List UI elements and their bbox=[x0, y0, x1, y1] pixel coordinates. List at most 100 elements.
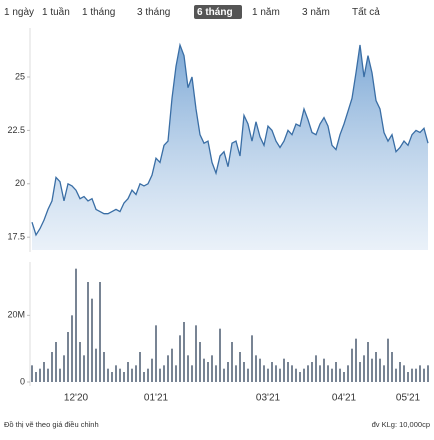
volume-bar bbox=[87, 282, 89, 382]
volume-bar bbox=[363, 355, 365, 382]
volume-bar bbox=[399, 362, 401, 382]
volume-bar bbox=[163, 365, 165, 382]
volume-bar bbox=[107, 368, 109, 382]
volume-bar bbox=[239, 352, 241, 382]
volume-bar bbox=[195, 325, 197, 382]
volume-bar bbox=[423, 368, 425, 382]
range-button[interactable]: 1 ngày bbox=[4, 7, 34, 18]
volume-bar bbox=[331, 368, 333, 382]
x-tick-label: 05'21 bbox=[396, 393, 421, 404]
volume-bar bbox=[387, 338, 389, 382]
selected-range-bg bbox=[194, 5, 242, 19]
y-tick-label: 0 bbox=[20, 376, 25, 386]
volume-bar bbox=[227, 362, 229, 382]
volume-bar bbox=[159, 368, 161, 382]
y-tick-label: 20M bbox=[7, 310, 25, 320]
volume-bar bbox=[199, 342, 201, 382]
note: Đồ thị vẽ theo giá điều chỉnh bbox=[4, 420, 99, 429]
volume-bar bbox=[103, 352, 105, 382]
volume-bar bbox=[287, 362, 289, 382]
volume-bar bbox=[207, 362, 209, 382]
y-tick-label: 20 bbox=[15, 178, 25, 188]
price-area bbox=[32, 45, 428, 250]
volume-bar bbox=[131, 368, 133, 382]
volume-bar bbox=[43, 362, 45, 382]
volume-bar bbox=[315, 355, 317, 382]
volume-bar bbox=[215, 365, 217, 382]
volume-bar bbox=[171, 348, 173, 382]
volume-bar bbox=[91, 298, 93, 382]
volume-bar bbox=[371, 358, 373, 382]
volume-bar bbox=[327, 365, 329, 382]
volume-bar bbox=[395, 368, 397, 382]
volume-bar bbox=[271, 362, 273, 382]
volume-bar bbox=[31, 365, 33, 382]
volume-bar bbox=[147, 368, 149, 382]
volume-bar bbox=[155, 325, 157, 382]
volume-bar bbox=[347, 365, 349, 382]
volume-bar bbox=[67, 332, 69, 382]
volume-bar bbox=[59, 368, 61, 382]
volume-bar bbox=[175, 365, 177, 382]
volume-bar bbox=[39, 368, 41, 382]
volume-bar bbox=[383, 365, 385, 382]
volume-bar bbox=[235, 365, 237, 382]
volume-bar bbox=[255, 355, 257, 382]
volume-bar bbox=[179, 335, 181, 382]
volume-bar bbox=[419, 365, 421, 382]
price-line bbox=[31, 42, 429, 237]
volume-bar bbox=[243, 362, 245, 382]
y-tick-label: 25 bbox=[15, 71, 25, 81]
volume-bar bbox=[115, 365, 117, 382]
volume-bar bbox=[295, 368, 297, 382]
volume-bar bbox=[123, 372, 125, 382]
range-button[interactable]: 3 năm bbox=[302, 7, 330, 18]
range-button[interactable]: 1 tuần bbox=[42, 6, 70, 18]
volume-bar bbox=[359, 362, 361, 382]
volume-bar bbox=[135, 365, 137, 382]
volume-bar bbox=[203, 358, 205, 382]
volume-bar bbox=[319, 365, 321, 382]
volume-bar bbox=[51, 352, 53, 382]
volume-bar bbox=[427, 365, 429, 382]
volume-bar bbox=[83, 355, 85, 382]
volume-bar bbox=[79, 342, 81, 382]
volume-bar bbox=[247, 368, 249, 382]
volume-bar bbox=[143, 372, 145, 382]
volume-bar bbox=[291, 365, 293, 382]
volume-bar bbox=[303, 368, 305, 382]
volume-bar bbox=[415, 368, 417, 382]
range-button[interactable]: 3 tháng bbox=[137, 7, 170, 18]
x-tick-label: 03'21 bbox=[256, 393, 281, 404]
x-tick-label: 04'21 bbox=[332, 393, 357, 404]
volume-bar bbox=[375, 352, 377, 382]
volume-bar bbox=[127, 362, 129, 382]
range-button[interactable]: 1 tháng bbox=[82, 7, 115, 18]
volume-bar bbox=[355, 338, 357, 382]
volume-bar bbox=[211, 355, 213, 382]
volume-bar bbox=[323, 358, 325, 382]
range-button[interactable]: Tất cả bbox=[352, 6, 380, 18]
volume-bar bbox=[47, 368, 49, 382]
volume-bar bbox=[299, 372, 301, 382]
volume-bar bbox=[71, 315, 73, 382]
volume-bar bbox=[379, 358, 381, 382]
y-tick-label: 22.5 bbox=[7, 125, 25, 135]
x-tick-label: 01'21 bbox=[144, 393, 169, 404]
range-button[interactable]: 1 năm bbox=[252, 7, 280, 18]
volume-bar bbox=[283, 358, 285, 382]
volume-bar bbox=[35, 372, 37, 382]
volume-bar bbox=[111, 372, 113, 382]
volume-bar bbox=[99, 282, 101, 382]
range-button[interactable]: 6 tháng bbox=[197, 7, 233, 18]
volume-bar bbox=[183, 322, 185, 382]
volume-bar bbox=[151, 358, 153, 382]
volume-bar bbox=[259, 358, 261, 382]
volume-bar bbox=[411, 368, 413, 382]
volume-bar bbox=[351, 348, 353, 382]
volume-bar bbox=[75, 268, 77, 382]
x-tick-label: 12'20 bbox=[64, 393, 89, 404]
volume-bar bbox=[63, 355, 65, 382]
volume-bar bbox=[223, 368, 225, 382]
